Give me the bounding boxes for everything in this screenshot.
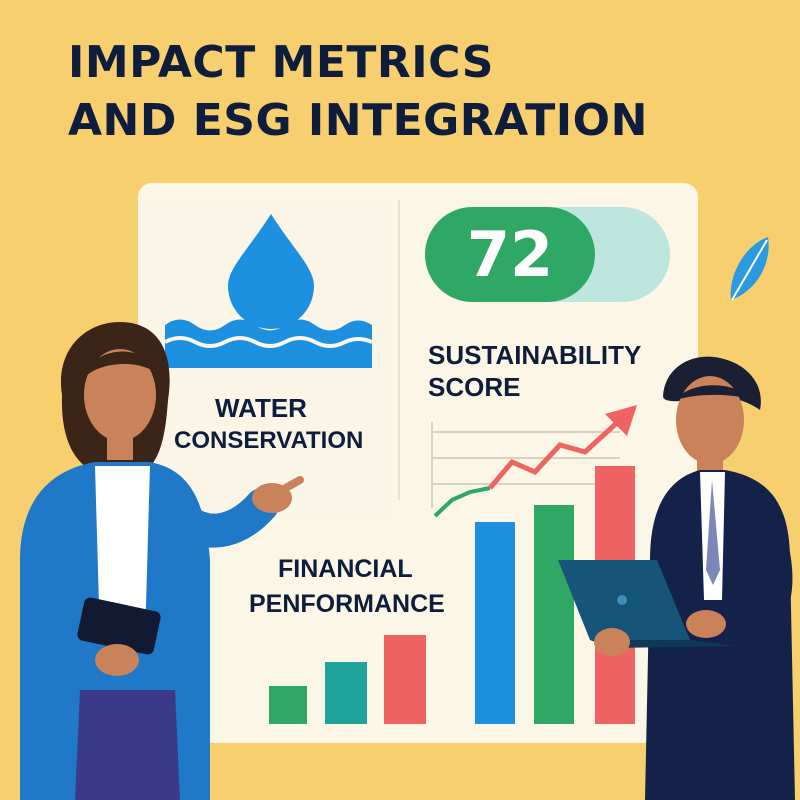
title-line-2: AND ESG INTEGRATION: [68, 95, 648, 146]
sustainability-title: SUSTAINABILITY: [428, 340, 642, 370]
financial-title: FINANCIAL: [278, 555, 413, 583]
trend-line-red: [488, 418, 622, 490]
water-subtitle: CONSERVATION: [174, 427, 364, 454]
water-waves-icon: [165, 319, 372, 368]
fin-bar-2: [325, 662, 367, 724]
trend-chart-grid: [431, 422, 620, 508]
fin-bar-1: [269, 686, 307, 724]
big-bar-green: [534, 505, 574, 724]
score-pill: 72: [425, 207, 595, 302]
financial-subtitle: PENFORMANCE: [249, 590, 445, 618]
fin-bar-3: [384, 635, 426, 724]
score-value: 72: [466, 218, 554, 291]
trend-line-green: [433, 486, 491, 518]
board-divider: [398, 200, 400, 500]
water-title: WATER: [215, 393, 307, 423]
sustainability-subtitle: SCORE: [428, 372, 521, 402]
water-drop-icon: [228, 214, 314, 329]
page-title: IMPACT METRICS AND ESG INTEGRATION: [68, 34, 648, 150]
trend-arrow-icon: [605, 405, 637, 436]
man-figure: [645, 356, 795, 800]
title-line-1: IMPACT METRICS: [68, 37, 494, 88]
tablet-icon: [77, 597, 161, 655]
leaf-icon: [730, 237, 769, 301]
big-bar-blue: [475, 522, 515, 724]
